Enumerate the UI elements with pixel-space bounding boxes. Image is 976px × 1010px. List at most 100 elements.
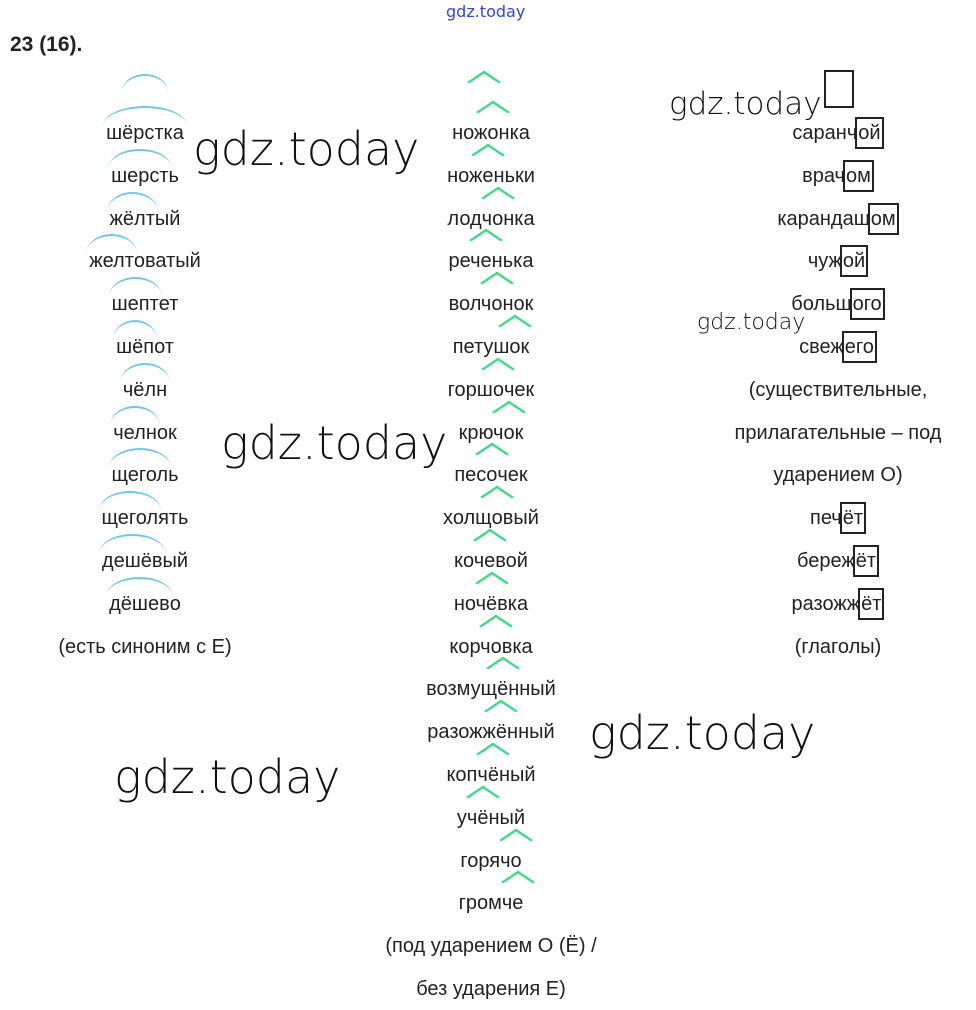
watermark: gdz.today <box>193 122 420 176</box>
word: песочек <box>341 454 641 497</box>
word: бережёт <box>690 540 976 583</box>
ending-box: ёт <box>839 502 866 535</box>
ending-box <box>824 70 854 108</box>
word: саранчой <box>690 112 976 155</box>
word-end: ный <box>488 806 526 829</box>
word-start: горш <box>447 378 493 401</box>
stressed-vowel-caret: ё <box>488 754 499 797</box>
word-suffix: ок <box>156 421 177 444</box>
word: учёный <box>341 797 641 840</box>
word-end: вка <box>501 635 533 658</box>
word: волчонок <box>341 283 641 326</box>
word: щеголь <box>0 448 290 497</box>
stressed-vowel-caret: ё <box>477 797 488 840</box>
right-column: саранчой врачом карандашом чужой большого све… <box>690 112 976 668</box>
note: (есть синоним с Е) <box>58 635 232 658</box>
word-end: чек <box>503 378 535 401</box>
word-root-arc: желт <box>86 234 137 283</box>
word: корчовка <box>341 626 641 669</box>
watermark: gdz.today <box>669 86 822 122</box>
stressed-vowel-caret: о <box>491 626 502 669</box>
word-start: копч <box>446 763 488 786</box>
word: карандашом <box>690 198 976 241</box>
word: свежего <box>690 326 976 369</box>
word: реченька <box>341 240 641 283</box>
note: ударением О) <box>773 464 903 487</box>
word-start: горяч <box>460 849 511 872</box>
word-root-arc: щегол <box>108 448 171 497</box>
word-start: нож <box>452 122 488 144</box>
word-root-arc: челн <box>110 405 160 455</box>
word-root-arc: чёлн <box>119 362 171 412</box>
word: разожжёт <box>690 583 976 626</box>
word-root-arc: шёп <box>113 320 158 369</box>
word-root-arc: шепт <box>108 277 162 326</box>
word-stem: печ <box>809 507 842 530</box>
word-start: коч <box>454 549 485 572</box>
word-stem: саранч <box>792 122 858 144</box>
stressed-vowel-caret: ё <box>497 668 508 711</box>
word-start: возмущ <box>426 678 498 701</box>
word-start: реч <box>448 250 481 273</box>
word: шёпот <box>0 320 290 369</box>
ending-box: ой <box>855 117 884 149</box>
word-end: нок <box>502 293 534 316</box>
word-end: ньки <box>493 164 535 187</box>
word-start: петуш <box>452 335 510 358</box>
word: горшочек <box>341 369 641 412</box>
word-start: нож <box>447 164 483 187</box>
word: разожжённый <box>341 711 641 754</box>
stressed-vowel-caret: о <box>492 198 503 241</box>
watermark: gdz.today <box>589 706 816 760</box>
word: лодчонка <box>341 198 641 241</box>
word: крючок <box>341 412 641 455</box>
ending-box: ёт <box>858 587 885 620</box>
stressed-vowel-caret: о <box>493 369 504 412</box>
word-stem: чуж <box>807 250 842 273</box>
word-root-arc: шерст <box>108 148 172 198</box>
word: чужой <box>690 240 976 283</box>
stressed-vowel-caret: е <box>512 882 523 925</box>
word-suffix: ый <box>154 207 181 230</box>
word-start: лодч <box>447 207 493 230</box>
word-end: вый <box>502 507 539 530</box>
ending-box: ого <box>849 288 885 321</box>
word: шептет <box>0 277 290 326</box>
stressed-vowel-caret: е <box>482 155 493 198</box>
watermark: gdz.today <box>114 750 341 804</box>
word: шёрстка <box>0 106 290 155</box>
ending-box: ёт <box>852 544 880 577</box>
word: кочевой <box>341 540 641 583</box>
word-start: громч <box>458 892 513 915</box>
stressed-vowel-caret: ё <box>496 711 507 754</box>
ending-box: ом <box>867 202 899 235</box>
word: ножонка <box>341 112 641 155</box>
word: печёт <box>690 497 976 540</box>
middle-column: ножонка ноженьки лодчонка реченька волчонок п… <box>341 112 641 1010</box>
word-suffix: ет <box>158 293 179 316</box>
ending-box: ом <box>842 159 874 192</box>
stressed-vowel-caret: о <box>486 454 497 497</box>
word-end: нный <box>508 678 556 701</box>
ending-box: его <box>841 330 877 363</box>
stressed-vowel-caret: о <box>503 412 514 455</box>
word: горячо <box>341 840 641 883</box>
word-suffix: ь <box>168 464 179 487</box>
word: холщовый <box>341 497 641 540</box>
word-suffix: ый <box>162 549 189 572</box>
word-start: ноч <box>453 592 487 615</box>
watermark: gdz.today <box>221 416 448 470</box>
word-stem: береж <box>796 549 855 572</box>
word-end: к <box>514 421 524 444</box>
word: большого <box>690 283 976 326</box>
word-suffix: от <box>154 335 174 358</box>
word-suffix: о <box>169 592 181 615</box>
word-root-arc: жёлт <box>106 191 159 241</box>
word-end: нька <box>491 250 534 273</box>
stressed-vowel-caret: о <box>509 326 520 369</box>
word: громче <box>341 882 641 925</box>
word-root-arc: дешёв <box>98 533 166 583</box>
word: дёшево <box>0 576 290 626</box>
stressed-vowel-caret: ё <box>486 583 497 626</box>
word-start: уч <box>456 806 478 829</box>
